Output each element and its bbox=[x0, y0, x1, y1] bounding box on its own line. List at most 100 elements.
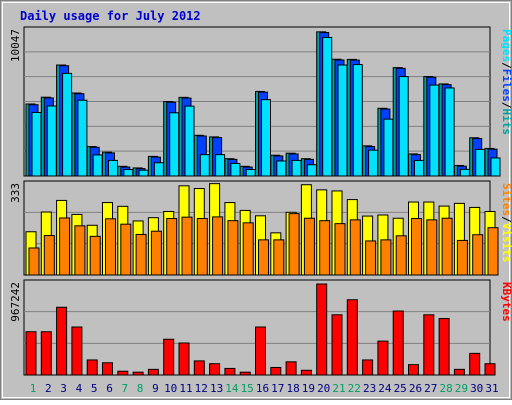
bar-sites-9 bbox=[150, 230, 162, 276]
x-tick-label-9: 9 bbox=[152, 382, 159, 395]
x-tick-label-29: 29 bbox=[455, 382, 468, 395]
series-pages bbox=[31, 36, 501, 177]
bar-sites-1 bbox=[28, 247, 40, 276]
bar-sites-6 bbox=[105, 218, 116, 276]
bar-kbytes-6 bbox=[102, 362, 113, 376]
bar-kbytes-10 bbox=[163, 338, 175, 376]
panel-bottom: 967242 KBytes bbox=[9, 279, 512, 376]
bar-kbytes-23 bbox=[362, 359, 374, 376]
bar-pages-4 bbox=[77, 99, 88, 177]
series-sites bbox=[28, 213, 499, 276]
bar-kbytes-21 bbox=[331, 314, 343, 376]
x-tick-label-25: 25 bbox=[394, 382, 407, 395]
legend-bottom: KBytes bbox=[500, 282, 512, 322]
bar-pages-16 bbox=[261, 99, 271, 177]
x-tick-label-21: 21 bbox=[332, 382, 345, 395]
y-max-label-bottom: 967242 bbox=[9, 282, 22, 322]
bar-pages-29 bbox=[459, 168, 470, 177]
x-tick-label-2: 2 bbox=[45, 382, 52, 395]
bar-pages-30 bbox=[475, 148, 486, 177]
bar-kbytes-3 bbox=[56, 306, 68, 376]
bar-kbytes-1 bbox=[25, 331, 37, 376]
bar-kbytes-20 bbox=[316, 283, 328, 376]
bar-pages-21 bbox=[337, 64, 348, 177]
x-tick-label-30: 30 bbox=[470, 382, 483, 395]
legend-entry-top-1: / bbox=[500, 62, 512, 69]
bar-sites-13 bbox=[212, 216, 224, 276]
x-tick-label-31: 31 bbox=[485, 382, 498, 395]
bar-pages-12 bbox=[199, 154, 210, 177]
bar-pages-1 bbox=[31, 111, 42, 177]
bars-middle bbox=[25, 183, 499, 276]
bar-pages-28 bbox=[444, 87, 455, 177]
x-tick-label-26: 26 bbox=[409, 382, 422, 395]
legend-entry-middle-2: Visits bbox=[500, 223, 512, 263]
legend-entry-top-4: Hits bbox=[500, 109, 512, 136]
x-tick-label-7: 7 bbox=[121, 382, 128, 395]
bar-sites-8 bbox=[135, 233, 147, 276]
bar-pages-14 bbox=[230, 162, 241, 177]
bar-kbytes-13 bbox=[209, 363, 221, 376]
x-tick-label-3: 3 bbox=[60, 382, 67, 395]
bar-pages-24 bbox=[383, 118, 394, 177]
bar-kbytes-31 bbox=[484, 363, 496, 376]
bar-pages-5 bbox=[92, 154, 103, 177]
x-tick-label-10: 10 bbox=[164, 382, 177, 395]
x-tick-label-20: 20 bbox=[317, 382, 330, 395]
bar-sites-7 bbox=[120, 223, 132, 276]
x-tick-label-15: 15 bbox=[241, 382, 254, 395]
bar-sites-16 bbox=[258, 239, 269, 276]
bar-sites-3 bbox=[59, 217, 71, 276]
x-tick-label-8: 8 bbox=[137, 382, 144, 395]
x-tick-label-5: 5 bbox=[91, 382, 98, 395]
bar-pages-20 bbox=[322, 36, 333, 177]
bar-pages-7 bbox=[123, 169, 134, 177]
bar-sites-4 bbox=[74, 225, 86, 276]
x-tick-label-17: 17 bbox=[271, 382, 284, 395]
bars-top bbox=[25, 31, 501, 177]
bar-kbytes-27 bbox=[423, 314, 435, 376]
x-tick-label-23: 23 bbox=[363, 382, 376, 395]
bar-sites-20 bbox=[319, 220, 331, 276]
bar-kbytes-15 bbox=[239, 371, 251, 376]
chart-title: Daily usage for July 2012 bbox=[20, 9, 201, 23]
legend-middle: Sites/Visits bbox=[500, 183, 512, 263]
bar-sites-28 bbox=[441, 217, 453, 276]
bar-kbytes-24 bbox=[377, 340, 389, 376]
bar-sites-17 bbox=[273, 239, 285, 276]
bar-sites-12 bbox=[196, 218, 208, 276]
bar-sites-2 bbox=[43, 235, 55, 276]
bar-kbytes-8 bbox=[132, 371, 144, 376]
bar-sites-31 bbox=[487, 227, 499, 276]
bar-sites-25 bbox=[395, 235, 407, 276]
x-tick-label-11: 11 bbox=[179, 382, 192, 395]
x-tick-label-1: 1 bbox=[30, 382, 37, 395]
bar-pages-17 bbox=[276, 160, 287, 177]
bar-sites-30 bbox=[472, 234, 484, 276]
bar-sites-19 bbox=[303, 217, 315, 276]
bar-sites-29 bbox=[456, 239, 468, 276]
bar-sites-26 bbox=[411, 218, 422, 276]
x-tick-label-4: 4 bbox=[76, 382, 83, 395]
bar-kbytes-30 bbox=[469, 352, 481, 376]
bar-pages-9 bbox=[153, 162, 164, 177]
x-tick-label-16: 16 bbox=[256, 382, 269, 395]
bar-kbytes-12 bbox=[193, 360, 205, 376]
bar-pages-2 bbox=[46, 105, 57, 177]
bar-pages-19 bbox=[306, 164, 317, 177]
bar-kbytes-16 bbox=[255, 326, 266, 376]
bar-sites-14 bbox=[227, 220, 239, 276]
bar-sites-21 bbox=[334, 223, 346, 276]
legend-entry-top-3: / bbox=[500, 102, 512, 109]
series-kbytes bbox=[25, 283, 496, 376]
bar-pages-18 bbox=[291, 159, 302, 177]
bar-pages-15 bbox=[245, 169, 256, 177]
x-tick-label-24: 24 bbox=[378, 382, 392, 395]
bar-kbytes-19 bbox=[300, 369, 312, 376]
chart-border-inner bbox=[2, 2, 510, 398]
legend-entry-top-0: Pages bbox=[500, 29, 512, 62]
bar-pages-6 bbox=[108, 159, 118, 177]
bar-pages-10 bbox=[169, 112, 180, 177]
